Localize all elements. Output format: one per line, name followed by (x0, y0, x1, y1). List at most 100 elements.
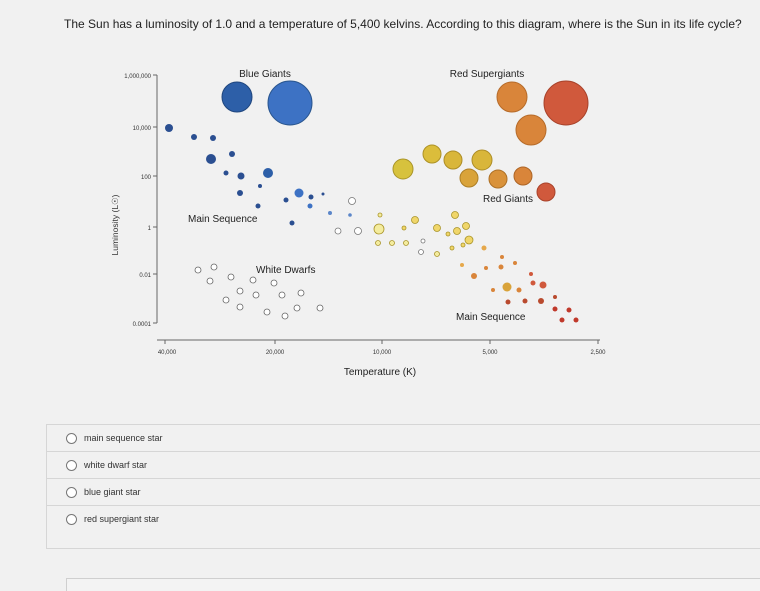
star-dot (538, 298, 544, 304)
star-dot (194, 266, 202, 274)
radio-button[interactable] (66, 459, 77, 471)
y-tick-label: 100 (141, 175, 152, 181)
star-dot (348, 197, 356, 205)
option-label: red supergiant star (84, 514, 160, 524)
star-dot (573, 317, 579, 323)
hr-diagram-svg: 1,000,000 10,000 100 1 0.01 0.0001 Lumin… (110, 69, 606, 378)
star-dot (316, 304, 324, 312)
star-dot (453, 227, 461, 235)
divider (46, 548, 760, 549)
star-dot (281, 312, 289, 320)
star-dot (227, 273, 235, 281)
star-dot (237, 190, 243, 196)
star-dot (263, 168, 273, 178)
option-main-sequence[interactable]: main sequence star (46, 424, 760, 451)
star-dot (445, 231, 451, 237)
star-dot (267, 80, 313, 126)
y-axis-label: Luminosity (L☉) (110, 194, 120, 255)
star-dot (543, 80, 589, 126)
star-dot (334, 227, 342, 235)
star-dot (270, 279, 278, 287)
star-dot (252, 291, 260, 299)
star-dot (249, 276, 257, 284)
star-dot (516, 287, 522, 293)
star-dot (191, 134, 197, 140)
star-dot (484, 266, 488, 270)
star-dot (513, 261, 517, 265)
x-tick-label: 5,000 (482, 350, 498, 356)
star-dot (165, 124, 173, 132)
star-dot (308, 194, 314, 200)
star-dot (471, 149, 493, 171)
star-dot (289, 220, 295, 226)
star-dot (502, 282, 512, 292)
label-main-sequence-upper: Main Sequence (188, 214, 258, 225)
question-text: The Sun has a luminosity of 1.0 and a te… (64, 17, 742, 31)
option-white-dwarf[interactable]: white dwarf star (46, 451, 760, 478)
star-dot (328, 211, 332, 215)
label-red-supergiants: Red Supergiants (450, 69, 525, 80)
label-main-sequence-lower: Main Sequence (456, 312, 526, 323)
radio-button[interactable] (66, 513, 77, 525)
star-dot (522, 298, 528, 304)
star-dot (206, 154, 216, 164)
star-dot (263, 308, 271, 316)
star-dot (553, 295, 557, 299)
star-dot (237, 172, 245, 180)
x-tick-label: 10,000 (373, 350, 392, 356)
star-dot (529, 272, 533, 276)
star-dot (354, 227, 362, 235)
label-red-giants: Red Giants (483, 194, 533, 205)
star-dot (433, 224, 441, 232)
star-dot (471, 273, 477, 279)
star-dot (321, 192, 325, 196)
radio-button[interactable] (66, 486, 77, 498)
x-tick-label: 40,000 (158, 350, 177, 356)
star-dot (403, 240, 409, 246)
star-dot (375, 240, 381, 246)
star-dot (539, 281, 547, 289)
star-dot (401, 225, 407, 231)
star-dot (498, 264, 504, 270)
star-dot (229, 151, 235, 157)
option-red-supergiant[interactable]: red supergiant star (46, 505, 760, 532)
x-axis-label: Temperature (K) (344, 367, 416, 378)
star-dot (515, 114, 547, 146)
option-blue-giant[interactable]: blue giant star (46, 478, 760, 505)
option-label: blue giant star (84, 487, 141, 497)
radio-button[interactable] (66, 432, 77, 444)
star-dot (418, 249, 424, 255)
label-white-dwarfs: White Dwarfs (256, 265, 315, 276)
star-dot (258, 184, 262, 188)
label-blue-giants: Blue Giants (239, 69, 291, 80)
star-dot (223, 170, 229, 176)
star-dot (236, 287, 244, 295)
star-dot (283, 197, 289, 203)
star-dot (491, 288, 495, 292)
star-dot (255, 203, 261, 209)
star-dot (434, 251, 440, 257)
star-dot (500, 255, 504, 259)
star-dot (566, 307, 572, 313)
star-dot (552, 306, 558, 312)
star-dot (348, 213, 352, 217)
star-dot (488, 169, 508, 189)
star-dot (294, 188, 304, 198)
star-dot (206, 277, 214, 285)
star-dot (443, 150, 463, 170)
star-dot (373, 223, 385, 235)
left-rule (46, 424, 47, 548)
star-dot (451, 211, 459, 219)
x-tick-label: 2,500 (590, 350, 606, 356)
star-dot (411, 216, 419, 224)
star-dot (221, 81, 253, 113)
y-tick-label: 0.01 (139, 273, 151, 279)
star-dot (420, 238, 426, 244)
y-tick-label: 1 (148, 226, 152, 232)
star-dot (449, 245, 455, 251)
star-dot (513, 166, 533, 186)
star-dot (460, 242, 466, 248)
star-dot (377, 212, 383, 218)
star-dot (505, 299, 511, 305)
star-dot (278, 291, 286, 299)
